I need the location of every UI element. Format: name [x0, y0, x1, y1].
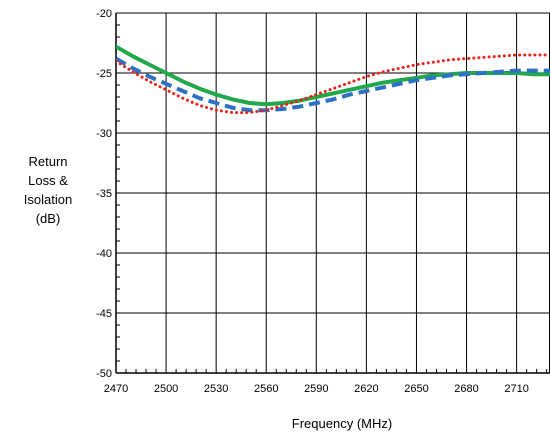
y-tick-label: -45 — [96, 308, 112, 320]
x-tick-label: 2710 — [504, 383, 528, 395]
y-tick-label: -30 — [96, 128, 112, 140]
x-tick-label: 2620 — [354, 383, 378, 395]
y-tick-label: -35 — [96, 188, 112, 200]
y-tick-label: -25 — [96, 68, 112, 80]
y-axis-title-line: Return — [28, 154, 68, 169]
x-axis-title: Frequency (MHz) — [292, 416, 392, 431]
y-axis-title-line: Isolation — [23, 192, 73, 207]
x-tick-label: 2530 — [204, 383, 228, 395]
series-line-dashed — [116, 56, 550, 113]
x-tick-label: 2560 — [254, 383, 278, 395]
series-line-solid — [116, 44, 550, 107]
x-tick-label: 2590 — [304, 383, 328, 395]
y-tick-label: -20 — [96, 8, 112, 20]
series-line-dotted — [116, 53, 550, 115]
x-tick-label: 2650 — [404, 383, 428, 395]
y-tick-label: -50 — [96, 368, 112, 380]
x-tick-label: 2470 — [104, 383, 128, 395]
y-axis-title-line: (dB) — [35, 211, 61, 226]
y-axis-title-line: Loss & — [28, 173, 68, 188]
x-tick-label: 2680 — [454, 383, 478, 395]
x-tick-label: 2500 — [154, 383, 178, 395]
y-axis-title: Return Loss & Isolation (dB) — [8, 152, 88, 228]
y-tick-label: -40 — [96, 248, 112, 260]
